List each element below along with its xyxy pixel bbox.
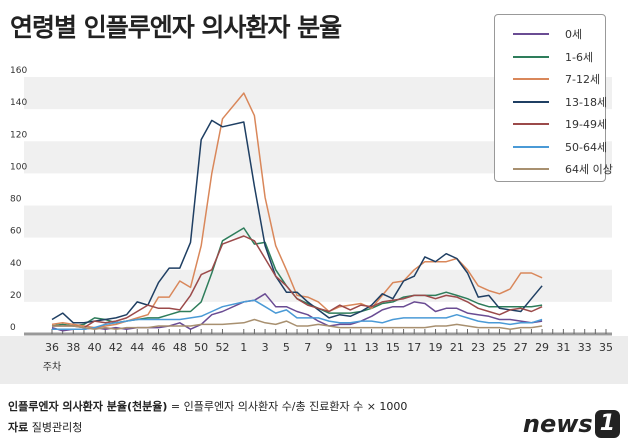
formula-term: 인플루엔자 의사환자 분율(천분율)	[8, 400, 168, 413]
legend-item: 50-64세	[495, 136, 608, 159]
footer: 인플루엔자 의사환자 분율(천분율) = 인플루엔자 의사환자 수/총 진료환자…	[8, 396, 407, 438]
chart-title: 연령별 인플루엔자 의사환자 분율	[10, 13, 342, 42]
x-tick-label: 23	[471, 341, 485, 354]
series-line-6	[52, 318, 543, 330]
legend-label: 0세	[565, 28, 583, 42]
x-axis-label: 주차	[43, 361, 61, 373]
legend-swatch	[513, 55, 549, 58]
x-axis-band	[0, 336, 628, 384]
x-tick-label: 27	[514, 341, 528, 354]
logo-text: news	[522, 410, 593, 438]
source-name: 질병관리청	[31, 421, 83, 434]
x-tick-label: 29	[535, 341, 549, 354]
x-tick-label: 46	[152, 341, 166, 354]
y-tick-label: 100	[10, 162, 27, 172]
legend-item: 13-18세	[495, 91, 608, 114]
series-line-4	[52, 235, 543, 329]
legend-label: 64세 이상	[565, 163, 613, 177]
x-tick-label: 25	[492, 341, 506, 354]
legend-label: 19-49세	[565, 118, 608, 132]
legend-swatch	[513, 168, 549, 171]
formula: 인플루엔자 의사환자 분율(천분율) = 인플루엔자 의사환자 수/총 진료환자…	[8, 396, 407, 417]
x-tick-label: 13	[365, 341, 379, 354]
legend-swatch	[513, 33, 549, 36]
y-tick-label: 0	[10, 323, 16, 333]
x-tick-label: 52	[215, 341, 229, 354]
x-tick-label: 38	[66, 341, 80, 354]
x-tick-label: 3	[262, 341, 269, 354]
legend-item: 64세 이상	[495, 158, 613, 181]
x-tick-label: 5	[283, 341, 290, 354]
logo-mark: 1	[594, 410, 620, 438]
y-tick-label: 60	[10, 227, 22, 237]
legend-item: 7-12세	[495, 68, 605, 91]
formula-definition: = 인플루엔자 의사환자 수/총 진료환자 수 × 1000	[167, 400, 408, 413]
x-tick-label: 44	[130, 341, 144, 354]
source: 자료 질병관리청	[8, 417, 407, 438]
series-line-3	[51, 119, 543, 324]
x-tick-label: 15	[386, 341, 400, 354]
x-tick-label: 48	[173, 341, 187, 354]
source-label: 자료	[8, 421, 29, 434]
x-tick-label: 33	[578, 341, 592, 354]
y-tick-label: 120	[10, 130, 27, 140]
legend-label: 7-12세	[565, 73, 601, 87]
legend: 0세 1-6세 7-12세 13-18세 19-49세 50-64세 64세 이상	[494, 14, 613, 182]
x-tick-label: 11	[343, 341, 357, 354]
legend-swatch	[513, 78, 549, 81]
y-tick-label: 40	[10, 259, 22, 269]
y-tick-label: 20	[10, 291, 22, 301]
x-tick-label: 19	[429, 341, 443, 354]
x-tick-label: 36	[45, 341, 59, 354]
legend-item: 1-6세	[495, 46, 605, 69]
x-tick-label: 35	[599, 341, 613, 354]
y-tick-label: 160	[10, 66, 27, 76]
x-tick-label: 21	[450, 341, 464, 354]
series-line-5	[52, 299, 543, 330]
y-tick-label: 140	[10, 98, 27, 108]
y-tick-label: 80	[10, 195, 22, 205]
x-tick-label: 17	[407, 341, 421, 354]
legend-label: 1-6세	[565, 50, 594, 64]
series-line-0	[51, 293, 543, 332]
x-tick-label: 7	[304, 341, 311, 354]
legend-item: 19-49세	[495, 113, 608, 136]
legend-item: 0세	[495, 23, 605, 46]
legend-swatch	[513, 123, 549, 126]
legend-swatch	[513, 100, 549, 103]
legend-label: 13-18세	[565, 95, 608, 109]
legend-swatch	[513, 145, 549, 148]
x-tick-label: 9	[326, 341, 333, 354]
x-tick-label: 31	[556, 341, 570, 354]
grid-band	[24, 269, 612, 302]
x-tick-label: 42	[109, 341, 123, 354]
news1-logo: news 1	[523, 410, 620, 438]
grid-band	[24, 205, 612, 238]
x-tick-label: 40	[88, 341, 102, 354]
x-tick-label: 1	[240, 341, 247, 354]
legend-label: 50-64세	[565, 140, 608, 154]
x-tick-label: 50	[194, 341, 208, 354]
